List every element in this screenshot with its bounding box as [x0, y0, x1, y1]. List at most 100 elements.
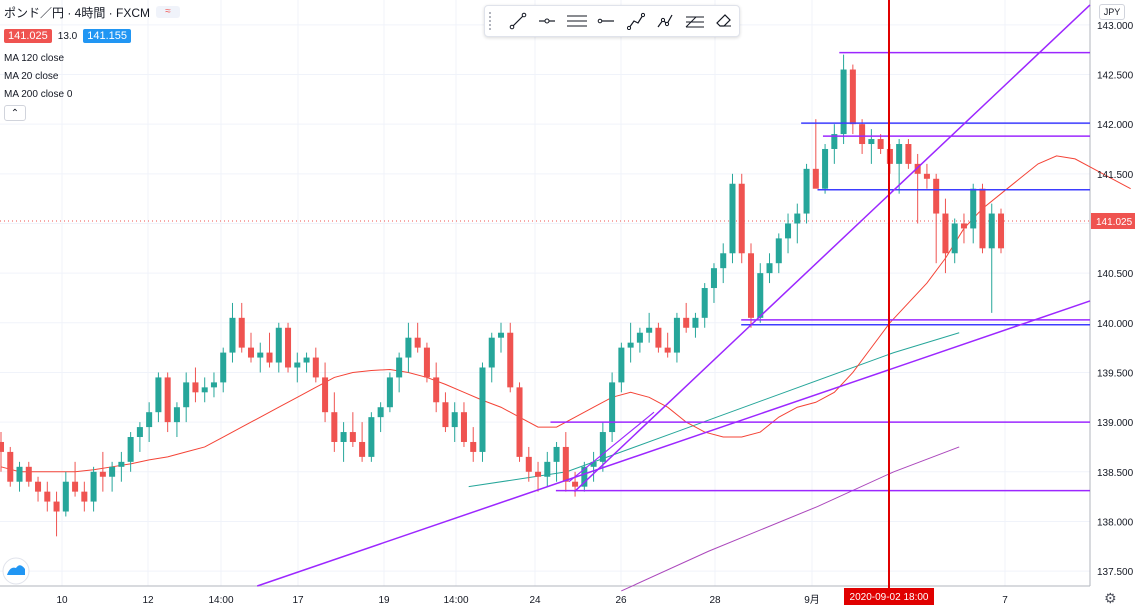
- candle-body: [238, 317, 245, 348]
- candle-body: [488, 337, 495, 368]
- tradingview-logo-icon: [2, 557, 30, 585]
- price-tick-label: 138.500: [1097, 468, 1134, 479]
- indicator-ma20[interactable]: MA 20 close: [4, 71, 59, 82]
- grid: [0, 0, 1090, 586]
- parallel-channel-icon[interactable]: [562, 7, 592, 35]
- spread-value: 13.0: [57, 30, 78, 42]
- logo-cloud: [7, 565, 25, 575]
- price-tick-label: 142.500: [1097, 70, 1134, 81]
- time-tick-label: 12: [142, 595, 154, 606]
- candle-body: [766, 263, 773, 274]
- candle-body: [757, 273, 764, 318]
- ma20-line: [0, 155, 1131, 473]
- candle-body: [257, 352, 264, 358]
- price-axis-bg: [1090, 0, 1135, 610]
- indicator-ma200[interactable]: MA 200 close 0: [4, 89, 73, 100]
- candle-body: [664, 347, 671, 353]
- candle-body: [349, 432, 356, 442]
- candle-body: [62, 481, 69, 512]
- indicator-ma120[interactable]: MA 120 close: [4, 53, 65, 64]
- candle-body: [525, 456, 532, 472]
- fib-icon[interactable]: [650, 7, 680, 35]
- candle-body: [192, 382, 199, 393]
- collapse-legend-button[interactable]: ⌃: [4, 105, 26, 121]
- price-tick-label: 140.000: [1097, 319, 1134, 330]
- price-tick-label: 141.500: [1097, 170, 1134, 181]
- trend-line-upper: [573, 4, 1091, 493]
- candle-body: [183, 382, 190, 408]
- symbol-row: ポンド／円 · 4時間 · FXCM ≈: [4, 4, 180, 20]
- candle-body: [914, 163, 921, 174]
- horizontal-ray-icon[interactable]: [532, 7, 562, 35]
- candle-body: [470, 441, 477, 452]
- candle-body: [859, 124, 866, 145]
- settings-gear-icon[interactable]: ⚙: [1104, 590, 1117, 606]
- symbol-title[interactable]: ポンド／円 · 4時間 · FXCM: [4, 5, 150, 20]
- time-tick-label: 24: [529, 595, 541, 606]
- candle-body: [710, 268, 717, 289]
- candle-body: [16, 466, 23, 482]
- quote-row: 141.025 13.0 141.155: [4, 28, 180, 44]
- toolbar-drag-handle[interactable]: [489, 12, 497, 30]
- trend-line-icon[interactable]: [503, 7, 533, 35]
- time-axis-labels: 10 12 14:00 17 19 14:00 24 26 28 9月 7: [56, 594, 1008, 606]
- compare-toggle-icon[interactable]: ≈: [156, 6, 180, 18]
- price-tick-label: 137.500: [1097, 567, 1134, 578]
- trend-line-lower: [256, 300, 1091, 587]
- candle-body: [729, 183, 736, 254]
- candle-body: [544, 461, 551, 477]
- currency-label[interactable]: JPY: [1099, 4, 1125, 20]
- candle-body: [535, 471, 542, 477]
- candle-body: [812, 168, 819, 189]
- price-tick-label: 139.500: [1097, 368, 1134, 379]
- candle-body: [562, 446, 569, 482]
- candle-body: [497, 332, 505, 338]
- candle-body: [683, 317, 690, 328]
- candle-body: [285, 327, 292, 368]
- candle-body: [275, 327, 282, 363]
- candle-body: [451, 412, 458, 428]
- candle-body: [646, 327, 653, 333]
- candle-body: [831, 134, 838, 149]
- candle-body: [368, 417, 375, 457]
- price-tick-label: 143.000: [1097, 21, 1134, 32]
- candle-body: [35, 481, 42, 492]
- candle-body: [507, 332, 514, 388]
- price-tick-label: 142.000: [1097, 120, 1134, 131]
- horizontal-line-icon[interactable]: [591, 7, 621, 35]
- eraser-icon[interactable]: [710, 7, 740, 35]
- candle-body: [127, 437, 134, 462]
- ma120-line: [468, 332, 960, 488]
- candle-body: [599, 432, 606, 462]
- time-tick-label: 14:00: [443, 595, 468, 606]
- candle-body: [146, 412, 153, 428]
- gann-icon[interactable]: [680, 7, 710, 35]
- ask-price[interactable]: 141.155: [83, 29, 131, 43]
- time-tick-label: 26: [615, 595, 627, 606]
- ma200-line: [621, 446, 960, 592]
- candle-body: [396, 357, 403, 378]
- candles: [0, 54, 1005, 537]
- candle-body: [775, 238, 782, 264]
- pitchfork-icon[interactable]: [621, 7, 651, 35]
- bid-price[interactable]: 141.025: [4, 29, 52, 43]
- candle-body: [266, 352, 273, 363]
- candle-body: [516, 387, 523, 457]
- candle-body: [942, 213, 949, 254]
- candle-body: [303, 357, 310, 363]
- legend: ポンド／円 · 4時間 · FXCM ≈ 141.025 13.0 141.15…: [4, 4, 180, 121]
- candle-body: [331, 412, 338, 442]
- candle-body: [210, 382, 217, 388]
- candle-body: [609, 382, 616, 433]
- candle-body: [868, 139, 875, 145]
- time-tick-label: 19: [378, 595, 390, 606]
- current-price-label: 141.025: [1096, 217, 1133, 228]
- trend-line-short: [568, 411, 655, 483]
- price-tick-label: 140.500: [1097, 269, 1134, 280]
- crosshair-time-label: 2020-09-02 18:00: [850, 592, 929, 603]
- candle-body: [405, 337, 412, 358]
- candle-body: [747, 253, 755, 318]
- candle-body: [627, 342, 634, 348]
- candle-body: [877, 139, 884, 149]
